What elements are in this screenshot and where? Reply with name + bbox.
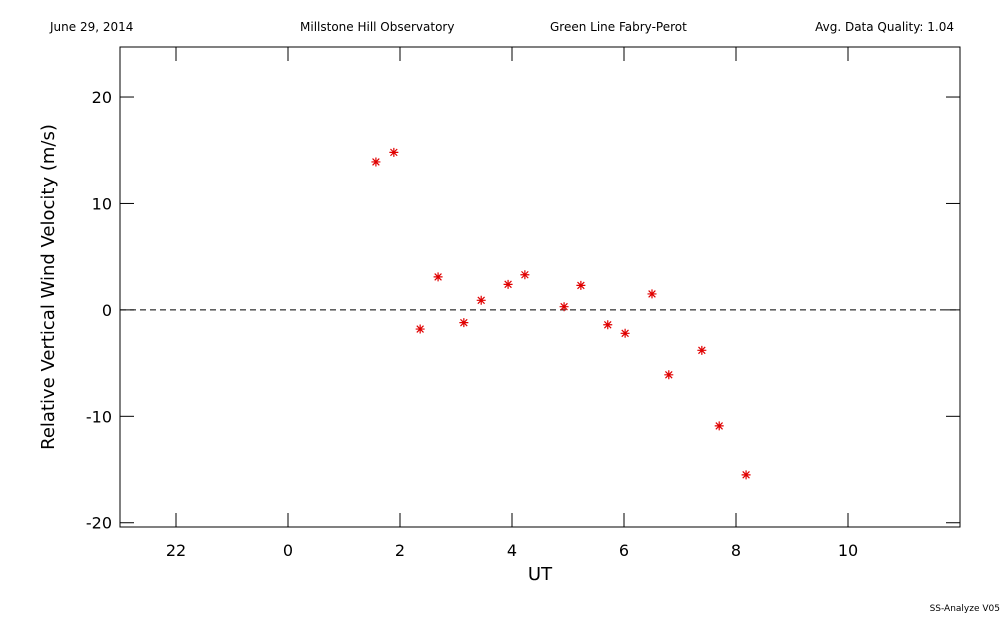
data-point [647,289,657,299]
y-tick-label: -20 [86,514,112,533]
data-point [697,345,707,355]
date: June 29, 2014 [49,20,133,34]
plot-frame [119,46,961,528]
data-point [714,421,724,431]
data-point [576,280,586,290]
x-tick-label: 4 [507,541,517,560]
data-point [520,270,530,280]
data-point [371,157,381,167]
x-tick-label: 8 [731,541,741,560]
y-tick-label: 10 [92,194,112,213]
data-point [389,147,399,157]
footer: SS-Analyze V05 [930,604,1000,614]
x-tick-label: 6 [619,541,629,560]
data-quality: Avg. Data Quality: 1.04 [815,20,954,34]
x-tick-label: 10 [838,541,858,560]
data-point [476,295,486,305]
data-point [433,272,443,282]
x-axis-label: UT [528,564,553,585]
y-tick-label: -10 [86,407,112,426]
y-tick-label: 0 [102,301,112,320]
data-point [503,279,513,289]
data-point [459,318,469,328]
data-point [559,302,569,312]
x-tick-label: 2 [395,541,405,560]
data-point [415,324,425,334]
data-point [603,320,613,330]
data-point [741,470,751,480]
data-point [620,328,630,338]
instrument: Green Line Fabry-Perot [550,20,687,34]
x-tick-label: 22 [166,541,186,560]
x-tick-label: 0 [283,541,293,560]
y-tick-label: 20 [92,88,112,107]
data-point [664,370,674,380]
observatory: Millstone Hill Observatory [300,20,454,34]
y-axis-label: Relative Vertical Wind Velocity (m/s) [38,124,59,450]
